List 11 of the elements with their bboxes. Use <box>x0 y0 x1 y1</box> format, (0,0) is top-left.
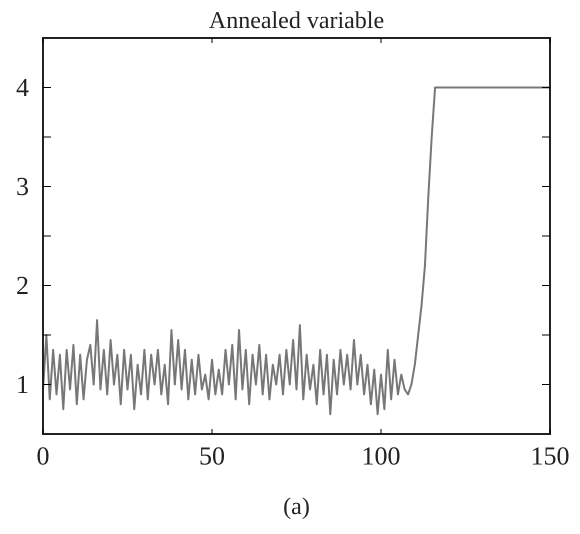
x-tick-label: 50 <box>199 441 225 470</box>
y-tick-label: 4 <box>16 72 29 102</box>
chart-title: Annealed variable <box>208 8 384 34</box>
x-tick-label: 150 <box>530 441 570 470</box>
y-tick-label: 1 <box>16 370 29 399</box>
y-tick-label: 2 <box>16 270 29 300</box>
x-axis-title: (a) <box>283 494 310 520</box>
x-tick-label: 0 <box>36 441 50 470</box>
x-tick-label: 100 <box>362 441 400 470</box>
line-series <box>42 86 551 416</box>
y-tick-label: 3 <box>16 172 29 201</box>
